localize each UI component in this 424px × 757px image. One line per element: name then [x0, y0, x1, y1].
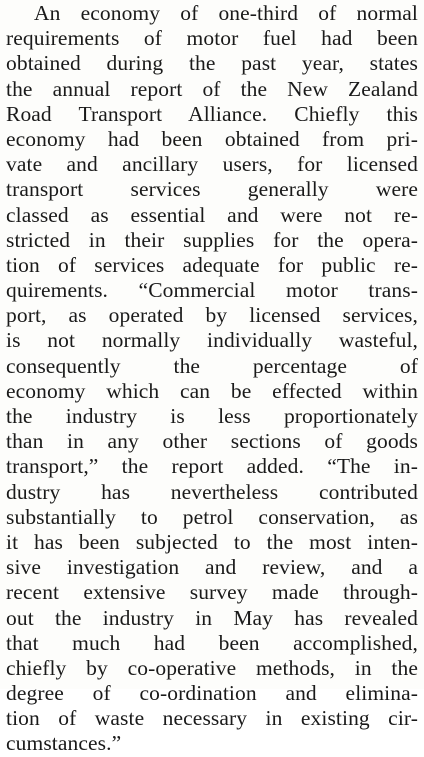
article-line: vate and ancillary users, for licensed	[6, 152, 418, 177]
article-line: port, as operated by licensed services,	[6, 303, 418, 328]
article-line: economy which can be effected within	[6, 378, 418, 403]
article-line: obtained during the past year, states	[6, 51, 418, 76]
article-line: economy had been obtained from pri-	[6, 126, 418, 151]
article-line: classed as essential and were not re-	[6, 202, 418, 227]
article-line: stricted in their supplies for the opera…	[6, 227, 418, 252]
article-line: quirements. “Commercial motor trans-	[6, 278, 418, 303]
article-line: recent extensive survey made through-	[6, 580, 418, 605]
article-line: requirements of motor fuel had been	[6, 26, 418, 51]
article-line: the industry is less proportionately	[6, 404, 418, 428]
article-line: substantially to petrol conservation, as	[6, 504, 418, 529]
article-line: that much had been accomplished,	[6, 630, 418, 655]
article-line: is not normally individually wasteful,	[6, 328, 418, 353]
article-line: tion of services adequate for public re-	[6, 252, 418, 277]
article-body: An economy of one-third of normal requir…	[6, 1, 418, 757]
article-line: than in any other sections of goods	[6, 429, 418, 454]
article-line: the annual report of the New Zealand	[6, 76, 418, 101]
article-line: chiefly by co-operative methods, in the	[6, 655, 418, 680]
article-line: dustry has nevertheless contributed	[6, 479, 418, 504]
article-line: transport services generally were	[6, 177, 418, 202]
newspaper-clipping: An economy of one-third of normal requir…	[6, 1, 418, 756]
article-line: sive investigation and review, and a	[6, 555, 418, 580]
article-line: Road Transport Alliance. Chiefly this	[6, 101, 418, 126]
article-line: consequently the percentage of	[6, 353, 418, 378]
article-line: cumstances.”	[6, 731, 122, 756]
article-line: it has been subjected to the most inten-	[6, 529, 418, 554]
article-line: transport,” the report added. “The in-	[6, 454, 418, 479]
article-line: degree of co-ordination and elimina-	[6, 681, 418, 706]
article-line: tion of waste necessary in existing cir-	[6, 706, 418, 731]
article-line: out the industry in May has revealed	[6, 605, 418, 630]
article-line: An economy of one-third of normal	[34, 1, 418, 25]
